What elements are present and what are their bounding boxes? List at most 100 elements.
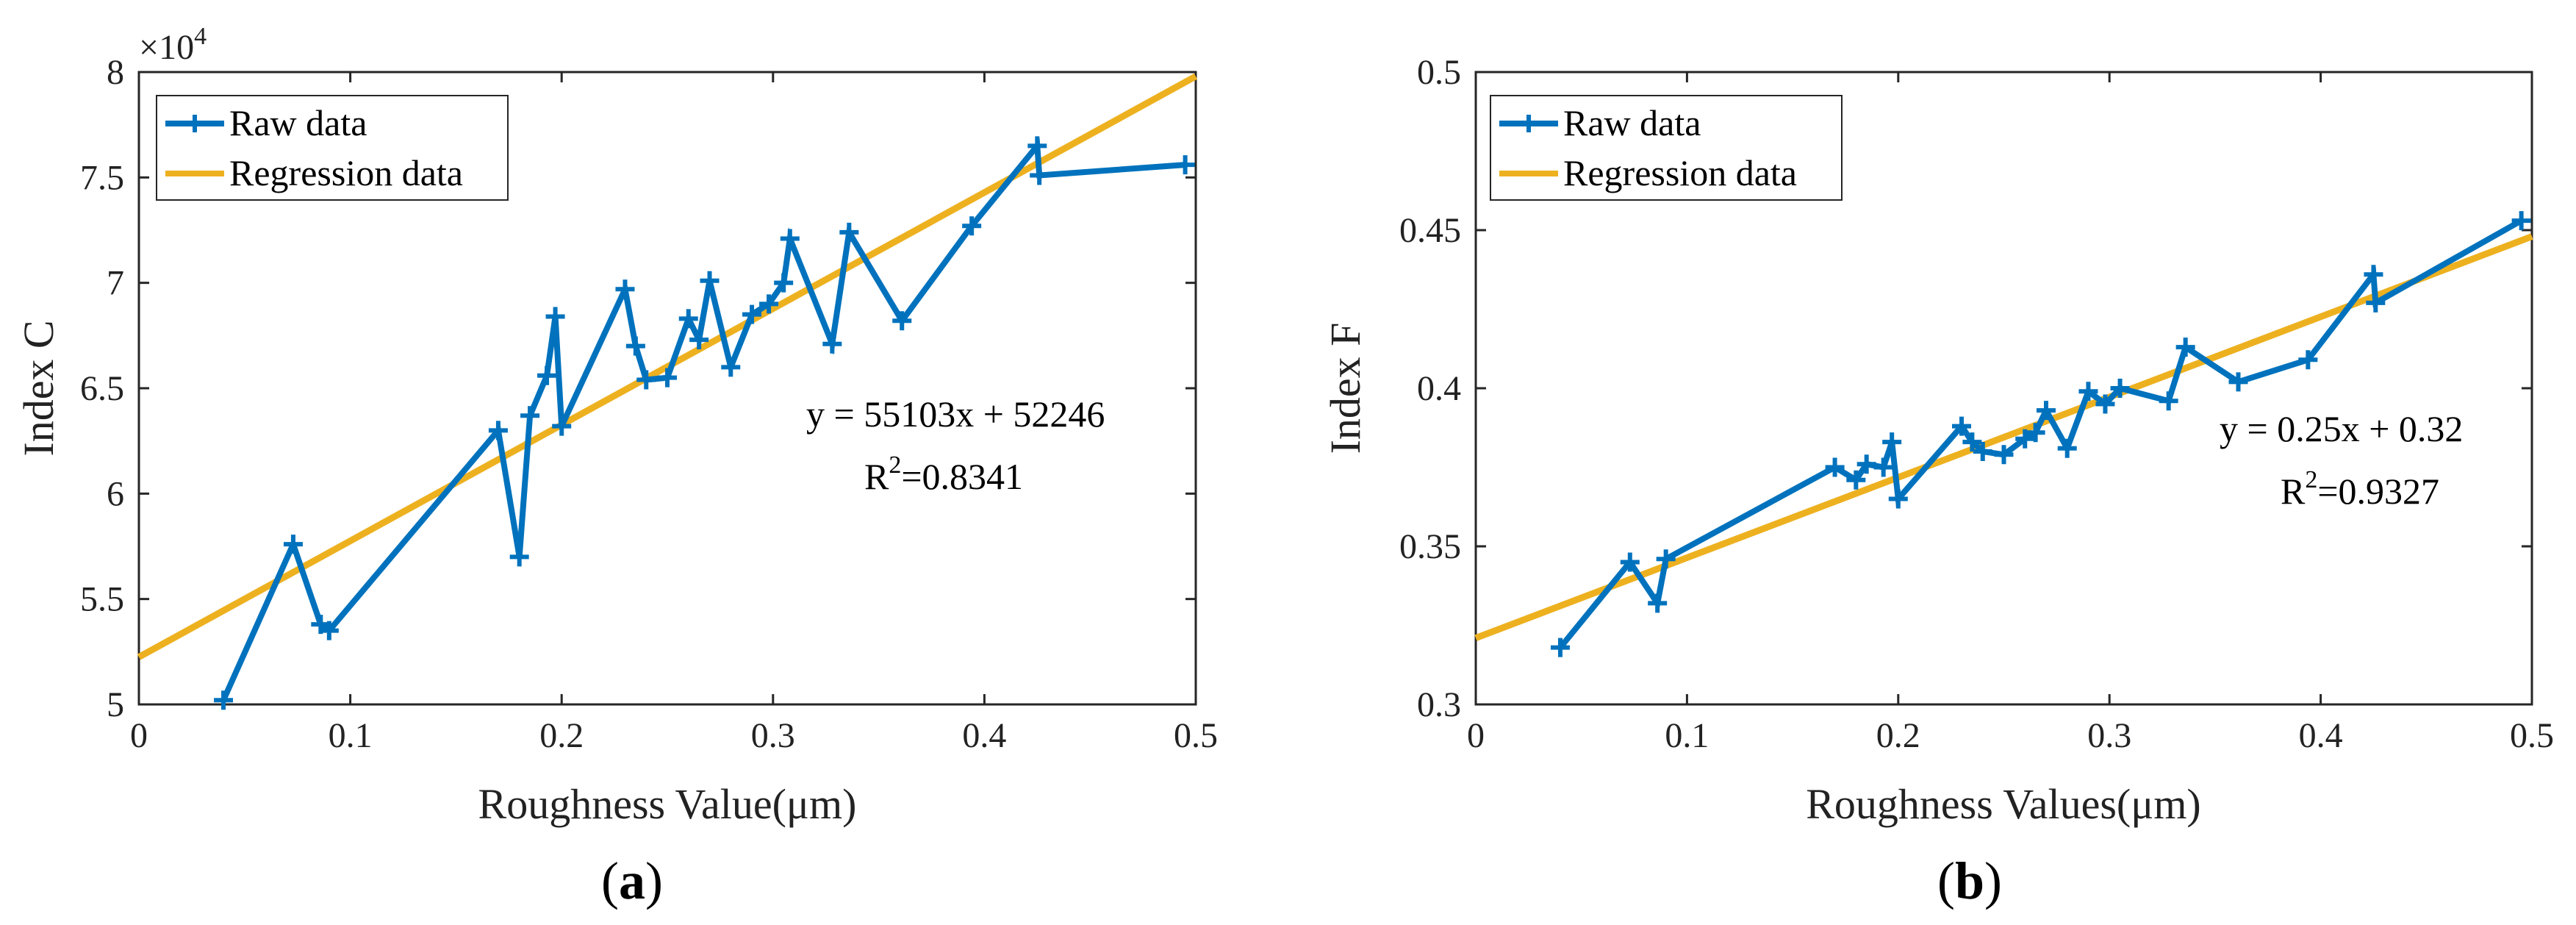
y-tick-label: 6.5 bbox=[80, 369, 124, 408]
y-tick-label: 8 bbox=[107, 53, 124, 92]
legend-regression-label-a: Regression data bbox=[229, 152, 463, 193]
tick-marks-b bbox=[1474, 71, 2533, 706]
raw-data-point bbox=[552, 416, 572, 436]
raw-data-point bbox=[214, 690, 234, 710]
y-tick-label: 5 bbox=[107, 685, 124, 724]
raw-data-point bbox=[1656, 549, 1676, 569]
x-tick-labels-b: 0 0.1 0.2 0.3 0.4 0.5 bbox=[1467, 716, 2554, 755]
raw-data-point bbox=[780, 229, 800, 249]
x-tick-label: 0 bbox=[130, 716, 148, 755]
raw-data-point bbox=[678, 309, 698, 329]
raw-data-point bbox=[537, 365, 557, 385]
raw-data-point bbox=[2366, 293, 2386, 312]
regression-line bbox=[1474, 233, 2533, 641]
y-exponent-a: ×104 bbox=[139, 23, 207, 67]
raw-data-point bbox=[2015, 429, 2035, 449]
x-tick-label: 0.4 bbox=[962, 716, 1006, 755]
y-axis-label-b: Index F bbox=[1321, 323, 1369, 454]
legend-raw-marker-a bbox=[186, 115, 204, 132]
equation-b: y = 0.25x + 0.32 bbox=[2220, 408, 2463, 449]
r-squared-b: R2=0.9327 bbox=[2281, 466, 2439, 512]
panel-label-b: (b) bbox=[1937, 851, 2002, 910]
raw-data-point bbox=[742, 304, 762, 324]
raw-data-point bbox=[509, 547, 529, 567]
raw-data-point bbox=[2364, 265, 2383, 285]
raw-data-point bbox=[2078, 382, 2098, 401]
raw-data-point bbox=[689, 330, 709, 350]
legend-b: Raw data Regression data bbox=[1490, 95, 1843, 201]
legend-raw-marker-b bbox=[1520, 115, 1538, 132]
raw-data-point bbox=[2511, 211, 2531, 231]
raw-data-point bbox=[1856, 454, 1876, 474]
x-tick-labels-a: 0 0.1 0.2 0.3 0.4 0.5 bbox=[130, 716, 1218, 755]
raw-data-point bbox=[636, 370, 656, 390]
y-tick-label: 6 bbox=[107, 474, 124, 513]
y-tick-label: 7.5 bbox=[80, 158, 124, 197]
equation-a: y = 55103x + 52246 bbox=[806, 393, 1105, 435]
raw-data-point bbox=[759, 294, 779, 314]
x-tick-label: 0.5 bbox=[2510, 716, 2554, 755]
r-squared-a: R2=0.8341 bbox=[864, 451, 1023, 497]
x-tick-label: 0.4 bbox=[2299, 716, 2343, 755]
legend-raw-label-a: Raw data bbox=[229, 102, 367, 143]
raw-data-point bbox=[488, 421, 508, 440]
y-tick-label: 0.3 bbox=[1417, 685, 1461, 724]
series-group-b bbox=[1474, 211, 2533, 657]
raw-data-point bbox=[892, 311, 912, 331]
raw-data-point bbox=[625, 336, 645, 356]
x-tick-label: 0.1 bbox=[329, 716, 373, 755]
raw-data-point bbox=[1962, 432, 1982, 452]
legend-a: Raw data Regression data bbox=[156, 95, 509, 201]
legend-box-b bbox=[1490, 95, 1843, 201]
x-tick-label: 0.2 bbox=[1876, 716, 1920, 755]
raw-data-point bbox=[1030, 165, 1050, 185]
x-tick-label: 0.2 bbox=[539, 716, 584, 755]
raw-data-point bbox=[700, 271, 720, 290]
y-tick-label: 0.45 bbox=[1399, 211, 1461, 250]
raw-data-point bbox=[1825, 457, 1845, 477]
y-tick-label: 0.35 bbox=[1399, 527, 1461, 566]
raw-data-point bbox=[1846, 470, 1866, 490]
raw-data-point bbox=[2057, 438, 2077, 458]
chart-panel-a: 0 0.1 0.2 0.3 0.4 0.5 5 5.5 6 6.5 7 7.5 8 ×104 Raw … bbox=[15, 23, 1218, 910]
x-axis-label-b: Roughness Values(μm) bbox=[1806, 780, 2201, 828]
series-group-a bbox=[137, 73, 1198, 710]
y-tick-label: 0.5 bbox=[1417, 53, 1461, 92]
raw-data-point bbox=[1550, 638, 1570, 657]
raw-data-line bbox=[1557, 218, 2523, 650]
chart-panel-b: 0 0.1 0.2 0.3 0.4 0.5 0.3 0.35 0.4 0.45 0.5 Raw d… bbox=[1321, 53, 2554, 910]
legend-box-a bbox=[156, 95, 509, 201]
raw-data-point bbox=[2298, 350, 2318, 370]
raw-data-point bbox=[1994, 445, 2014, 465]
raw-data-point bbox=[1027, 136, 1047, 156]
raw-data-point bbox=[2175, 338, 2195, 357]
raw-data-point bbox=[839, 222, 859, 242]
x-tick-label: 0.1 bbox=[1665, 716, 1709, 755]
y-axis-label-a: Index C bbox=[15, 320, 62, 456]
raw-data-point bbox=[2095, 394, 2115, 414]
raw-data-point bbox=[1648, 593, 1668, 613]
x-tick-label: 0.3 bbox=[2087, 716, 2131, 755]
x-tick-label: 0.5 bbox=[1174, 716, 1218, 755]
regression-line bbox=[137, 73, 1198, 660]
raw-data-point bbox=[1873, 457, 1893, 477]
panel-label-a: (a) bbox=[601, 851, 663, 910]
y-tick-label: 5.5 bbox=[80, 580, 124, 619]
raw-data-point bbox=[1973, 442, 1992, 461]
raw-data-point bbox=[2228, 372, 2248, 392]
raw-data-point bbox=[1888, 489, 1908, 509]
raw-data-point bbox=[2110, 379, 2130, 398]
raw-data-point bbox=[1882, 432, 1902, 452]
raw-data-point bbox=[615, 279, 635, 299]
raw-data-point bbox=[962, 216, 982, 236]
raw-data-point bbox=[520, 406, 540, 426]
y-tick-labels-b: 0.3 0.35 0.4 0.45 0.5 bbox=[1399, 53, 1461, 724]
raw-data-point bbox=[1175, 155, 1195, 175]
raw-data-point bbox=[319, 621, 339, 640]
raw-data-point bbox=[2159, 391, 2178, 411]
raw-data-point bbox=[822, 334, 842, 354]
y-tick-label: 7 bbox=[107, 264, 124, 303]
legend-regression-label-b: Regression data bbox=[1563, 152, 1797, 193]
raw-data-point bbox=[721, 357, 741, 377]
